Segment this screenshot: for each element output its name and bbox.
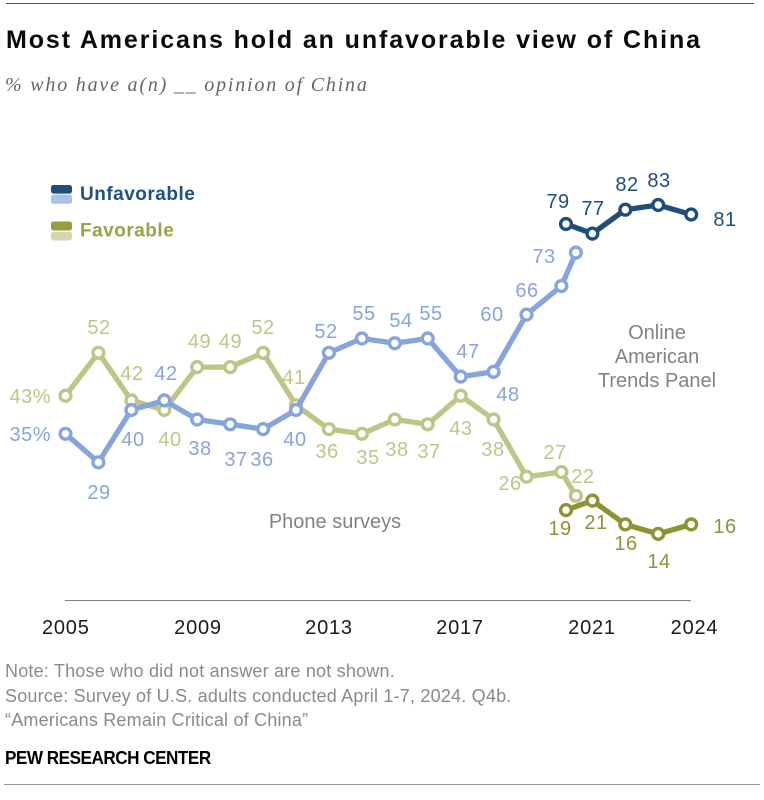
svg-text:2024: 2024 [671,617,719,639]
svg-text:47: 47 [456,341,479,363]
svg-text:36: 36 [315,441,338,463]
svg-text:77: 77 [581,198,604,220]
svg-text:Phone surveys: Phone surveys [269,511,401,533]
svg-text:2005: 2005 [42,617,90,639]
svg-text:81: 81 [713,209,736,231]
svg-text:Unfavorable: Unfavorable [80,184,195,205]
svg-text:52: 52 [314,321,337,343]
svg-text:38: 38 [188,438,211,460]
svg-text:38: 38 [385,439,408,461]
svg-text:66: 66 [515,280,538,302]
svg-text:82: 82 [615,174,638,196]
svg-text:36: 36 [250,449,273,471]
svg-text:40: 40 [158,429,181,451]
svg-text:54: 54 [389,310,412,332]
svg-text:21: 21 [584,512,607,534]
svg-text:22: 22 [571,466,594,488]
svg-text:29: 29 [87,482,110,504]
svg-text:42: 42 [154,363,177,385]
svg-text:40: 40 [121,429,144,451]
svg-text:14: 14 [647,551,670,573]
svg-text:35: 35 [356,447,379,469]
svg-text:60: 60 [480,304,503,326]
svg-text:26: 26 [498,473,521,495]
svg-text:49: 49 [188,331,211,353]
svg-text:73: 73 [532,246,555,268]
svg-text:Favorable: Favorable [80,221,174,242]
svg-text:19: 19 [548,518,571,540]
svg-text:2017: 2017 [436,617,484,639]
svg-text:55: 55 [352,303,375,325]
svg-text:27: 27 [543,442,566,464]
svg-text:52: 52 [87,317,110,339]
svg-text:48: 48 [496,384,519,406]
svg-text:49: 49 [219,331,242,353]
svg-text:16: 16 [614,533,637,555]
svg-text:Trends Panel: Trends Panel [598,370,716,392]
svg-text:43%: 43% [9,386,51,408]
svg-text:Online: Online [628,322,686,344]
svg-text:79: 79 [546,191,569,213]
svg-text:35%: 35% [9,424,51,446]
svg-text:43: 43 [449,418,472,440]
svg-text:42: 42 [120,363,143,385]
svg-text:41: 41 [282,367,305,389]
svg-text:38: 38 [481,439,504,461]
svg-text:55: 55 [419,303,442,325]
svg-text:52: 52 [251,317,274,339]
svg-text:2009: 2009 [174,617,222,639]
svg-text:2021: 2021 [568,617,616,639]
svg-text:2013: 2013 [305,617,353,639]
svg-text:83: 83 [647,170,670,192]
svg-text:37: 37 [224,449,247,471]
svg-text:16: 16 [713,516,736,538]
svg-text:40: 40 [283,429,306,451]
svg-text:American: American [615,346,699,368]
svg-text:37: 37 [417,441,440,463]
